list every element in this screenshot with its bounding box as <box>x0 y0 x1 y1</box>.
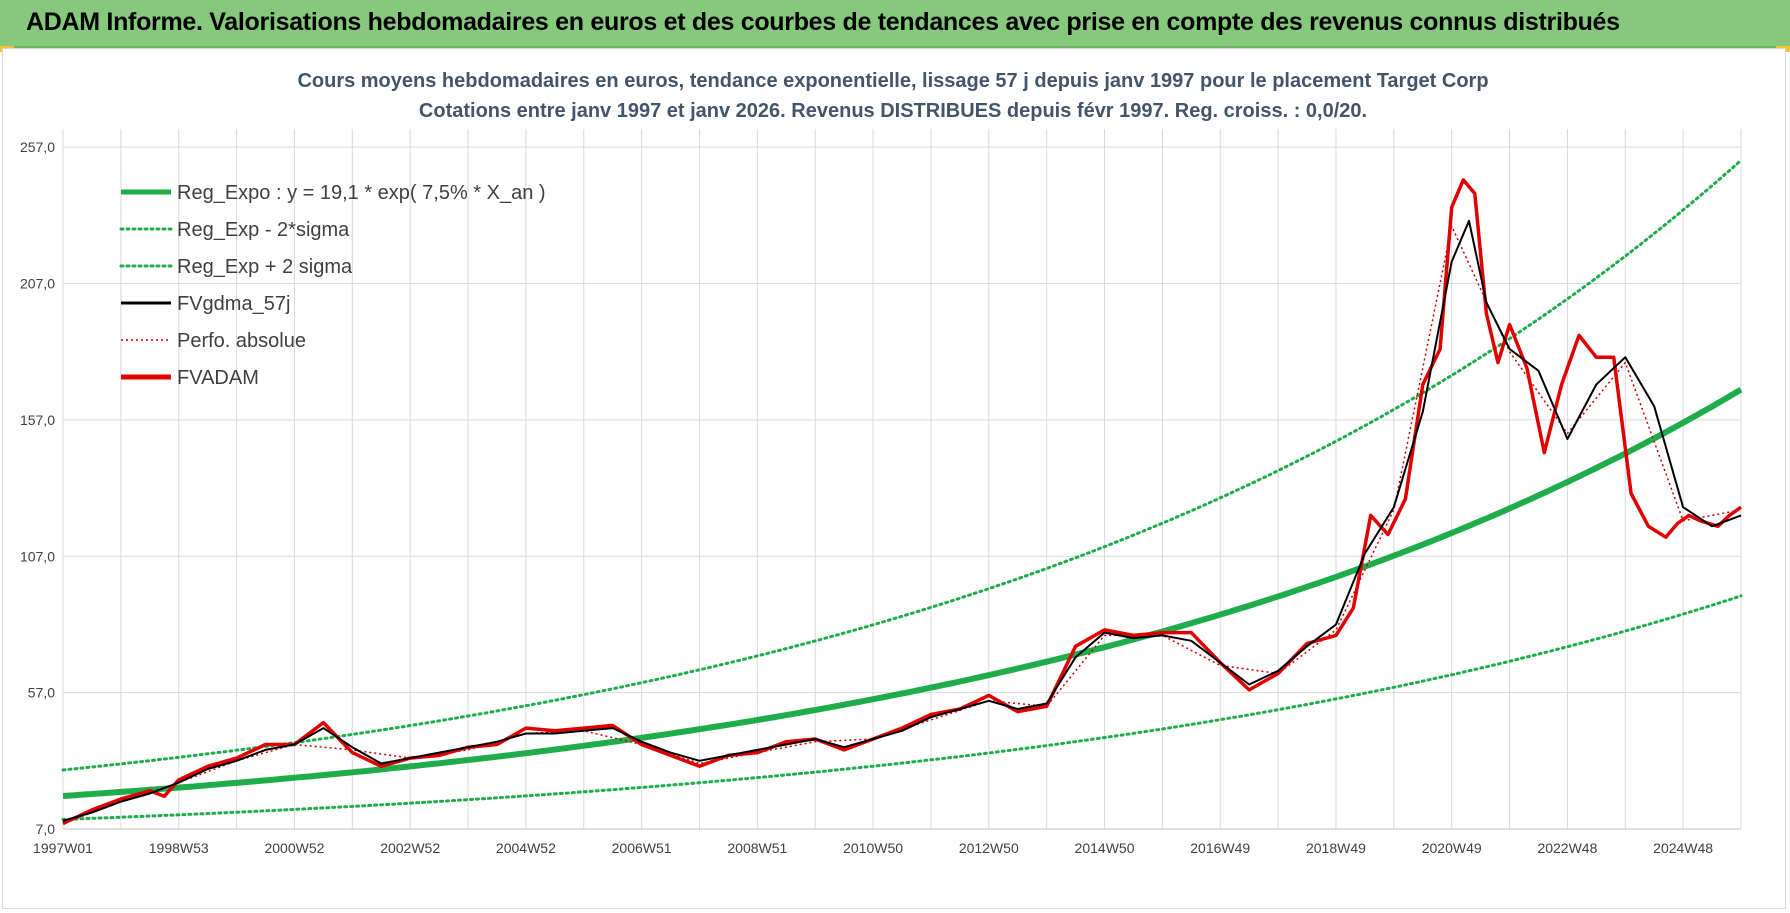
x-tick-label: 2010W50 <box>843 840 903 856</box>
x-tick-label: 2008W51 <box>727 840 787 856</box>
series-reg-expo <box>62 387 1743 799</box>
series-layer <box>61 158 1743 826</box>
x-tick-label: 2018W49 <box>1306 840 1366 856</box>
x-tick-label: 2006W51 <box>612 840 672 856</box>
x-tick-label: 1997W01 <box>33 840 93 856</box>
y-tick-label: 157,0 <box>20 412 55 428</box>
y-tick-label: 7,0 <box>36 821 56 837</box>
y-tick-label: 207,0 <box>20 276 55 292</box>
chart-subtitle: Cotations entre janv 1997 et janv 2026. … <box>419 100 1367 122</box>
line-chart: Cours moyens hebdomadaires en euros, ten… <box>20 70 1743 856</box>
y-tick-label: 57,0 <box>28 685 55 701</box>
series-fvgdma-57j <box>62 219 1742 822</box>
legend-label: Reg_Exp + 2 sigma <box>177 256 353 278</box>
x-tick-label: 2000W52 <box>264 840 324 856</box>
chart-legend: Reg_Expo : y = 19,1 * exp( 7,5% * X_an )… <box>119 182 546 389</box>
y-tick-label: 107,0 <box>20 548 55 564</box>
x-tick-label: 2004W52 <box>496 840 556 856</box>
legend-label: FVADAM <box>177 367 259 389</box>
gridlines <box>62 129 1742 830</box>
report-title: ADAM Informe. Valorisations hebdomadaire… <box>26 8 1620 36</box>
legend-label: Perfo. absolue <box>177 330 306 352</box>
x-tick-label: 1998W53 <box>149 840 209 856</box>
x-tick-label: 2020W49 <box>1422 840 1482 856</box>
x-tick-label: 2016W49 <box>1190 840 1250 856</box>
x-tick-label: 2014W50 <box>1075 840 1135 856</box>
x-tick-label: 2024W48 <box>1653 840 1713 856</box>
x-tick-label: 2022W48 <box>1537 840 1597 856</box>
y-tick-label: 257,0 <box>20 139 55 155</box>
series-fvadam <box>62 178 1743 826</box>
chart-title: Cours moyens hebdomadaires en euros, ten… <box>297 70 1488 92</box>
series-reg-exp-minus-2-sigma <box>61 594 1743 821</box>
axes: 7,0 57,0 107,0 157,0 207,0 257,0 1997W01 1998W5… <box>20 139 1741 856</box>
series-reg-exp-plus-2-sigma <box>61 158 1743 772</box>
x-tick-label: 2002W52 <box>380 840 440 856</box>
legend-label: FVgdma_57j <box>177 293 290 315</box>
chart-area: Cours moyens hebdomadaires en euros, ten… <box>2 48 1786 909</box>
legend-label: Reg_Exp - 2*sigma <box>177 219 350 241</box>
x-tick-label: 2012W50 <box>959 840 1019 856</box>
report-header: ADAM Informe. Valorisations hebdomadaire… <box>0 0 1790 48</box>
legend-label: Reg_Expo : y = 19,1 * exp( 7,5% * X_an ) <box>177 182 546 204</box>
